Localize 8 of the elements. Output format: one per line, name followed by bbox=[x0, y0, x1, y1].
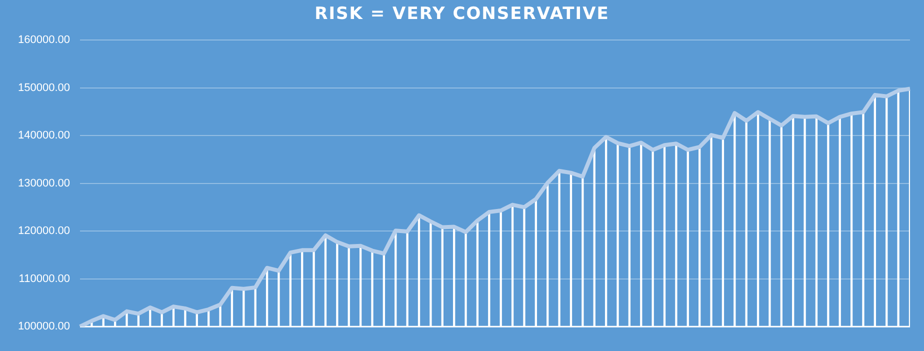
y-tick-label: 100000.00 bbox=[18, 320, 70, 333]
chart-title: RISK = VERY CONSERVATIVE bbox=[314, 4, 610, 24]
y-tick-label: 130000.00 bbox=[18, 177, 70, 190]
y-tick-label: 160000.00 bbox=[18, 34, 70, 46]
y-tick-label: 120000.00 bbox=[18, 225, 70, 238]
y-tick-label: 140000.00 bbox=[18, 130, 70, 142]
y-tick-label: 150000.00 bbox=[18, 82, 70, 94]
y-tick-label: 110000.00 bbox=[18, 272, 70, 285]
